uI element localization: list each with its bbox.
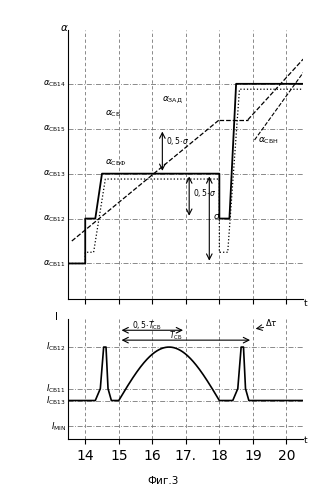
Text: $\alpha_{\mathregular{СБН}}$: $\alpha_{\mathregular{СБН}}$ <box>258 136 279 146</box>
Text: $I_{\mathregular{СБ13}}$: $I_{\mathregular{СБ13}}$ <box>46 394 66 407</box>
Text: $\alpha_{\mathregular{СБ12}}$: $\alpha_{\mathregular{СБ12}}$ <box>43 213 66 224</box>
Text: $\alpha_{\mathregular{СБ}}$: $\alpha_{\mathregular{СБ}}$ <box>105 108 122 119</box>
Text: $\alpha_{\mathregular{СБ13}}$: $\alpha_{\mathregular{СБ13}}$ <box>43 168 66 179</box>
Text: $\alpha$: $\alpha$ <box>60 23 69 33</box>
Text: $\Delta\tau$: $\Delta\tau$ <box>265 317 277 328</box>
Text: $\sigma$: $\sigma$ <box>213 212 221 221</box>
Text: I: I <box>55 312 58 322</box>
Text: $\alpha_{\mathregular{СБ14}}$: $\alpha_{\mathregular{СБ14}}$ <box>43 78 66 89</box>
Text: t: t <box>304 436 307 445</box>
Text: $\alpha_{\mathregular{СБ15}}$: $\alpha_{\mathregular{СБ15}}$ <box>43 123 66 134</box>
Text: $I_{\mathregular{СБ12}}$: $I_{\mathregular{СБ12}}$ <box>46 341 66 353</box>
Text: $\alpha_{\mathregular{СБ11}}$: $\alpha_{\mathregular{СБ11}}$ <box>43 258 66 269</box>
Text: $\alpha_{\mathregular{СБФ}}$: $\alpha_{\mathregular{СБФ}}$ <box>105 158 127 168</box>
Text: $0,5{\cdot}\sigma$: $0,5{\cdot}\sigma$ <box>166 135 189 148</box>
Text: t: t <box>304 299 307 308</box>
Text: $I_{\mathregular{MIN}}$: $I_{\mathregular{MIN}}$ <box>51 420 66 433</box>
Text: Фиг.3: Фиг.3 <box>147 476 179 486</box>
Text: $\alpha_{\mathregular{ЗАД}}$: $\alpha_{\mathregular{ЗАД}}$ <box>162 95 183 105</box>
Text: $I_{\mathregular{СБ11}}$: $I_{\mathregular{СБ11}}$ <box>46 382 66 395</box>
Text: $T_{\mathregular{СБ}}$: $T_{\mathregular{СБ}}$ <box>169 329 183 342</box>
Text: $0,5{\cdot}T_{\mathregular{СБ}}$: $0,5{\cdot}T_{\mathregular{СБ}}$ <box>132 319 162 332</box>
Text: $0,5{\cdot}\sigma$: $0,5{\cdot}\sigma$ <box>193 187 215 199</box>
